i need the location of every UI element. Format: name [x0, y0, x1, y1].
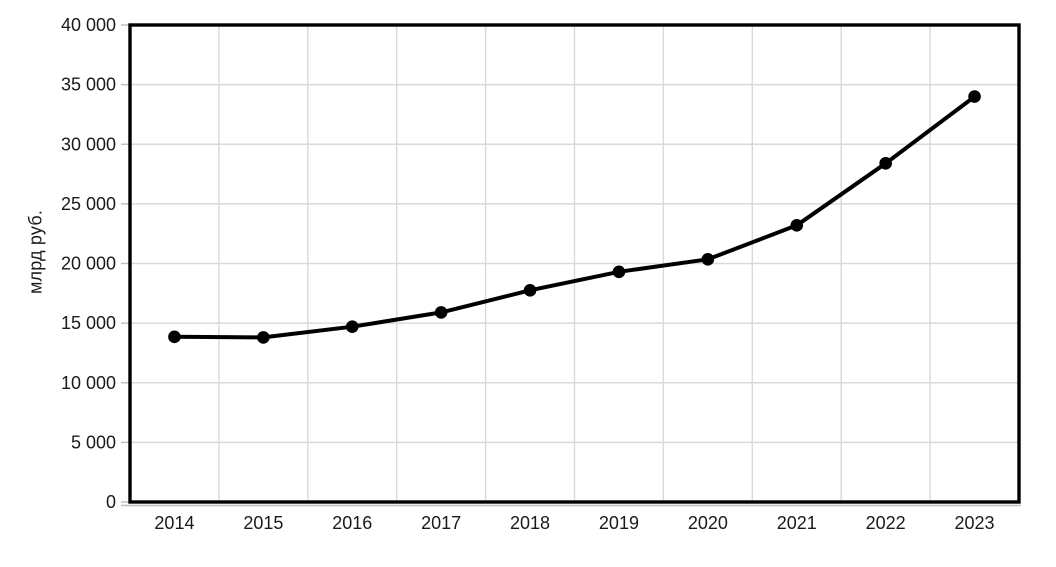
data-point: [345, 320, 359, 334]
data-point: [257, 331, 270, 344]
x-tick-label: 2021: [777, 513, 817, 533]
x-tick-label: 2015: [243, 513, 283, 533]
y-tick-label: 15 000: [61, 313, 116, 333]
data-line: [172, 94, 977, 340]
x-tick-label: 2016: [332, 513, 372, 533]
plot-border: [128, 23, 1021, 504]
y-tick-label: 25 000: [61, 194, 116, 214]
x-tick-label: 2019: [599, 513, 639, 533]
y-tick-label: 5 000: [71, 432, 116, 452]
x-tick-label: 2018: [510, 513, 550, 533]
x-tick-label: 2020: [688, 513, 728, 533]
data-point: [168, 330, 181, 344]
y-tick-label: 0: [106, 492, 116, 512]
data-point: [968, 90, 981, 103]
x-tick-label: 2022: [866, 513, 906, 533]
x-tick-label: 2023: [955, 513, 995, 533]
data-point: [523, 284, 537, 297]
y-tick-label: 35 000: [61, 75, 116, 95]
y-tick-label: 30 000: [61, 134, 116, 154]
data-point: [434, 306, 448, 319]
y-tick-label: 10 000: [61, 373, 116, 393]
x-tick-label: 2014: [154, 513, 194, 533]
y-tick-label: 40 000: [61, 15, 116, 35]
data-point: [612, 265, 626, 279]
data-point: [701, 253, 715, 266]
data-point: [879, 157, 892, 170]
data-point: [790, 219, 804, 232]
x-tick-label: 2017: [421, 513, 461, 533]
y-tick-label: 20 000: [61, 254, 116, 274]
